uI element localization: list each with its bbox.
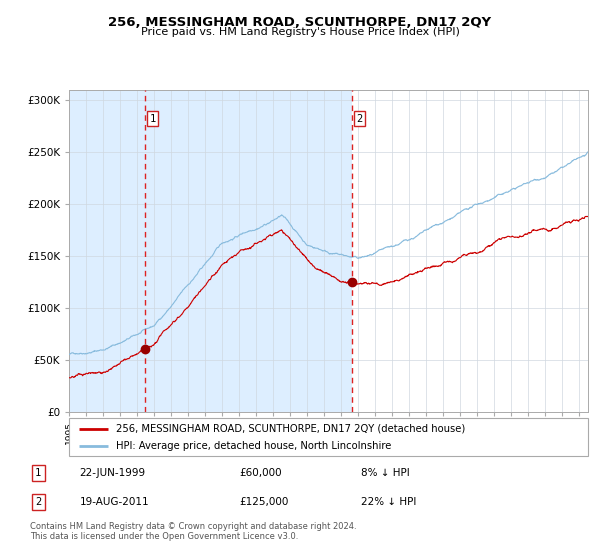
Text: HPI: Average price, detached house, North Lincolnshire: HPI: Average price, detached house, Nort… [116, 441, 391, 451]
Text: 22% ↓ HPI: 22% ↓ HPI [361, 497, 416, 507]
Text: 19-AUG-2011: 19-AUG-2011 [80, 497, 149, 507]
Text: 8% ↓ HPI: 8% ↓ HPI [361, 468, 410, 478]
Text: 2: 2 [356, 114, 362, 124]
Text: 2: 2 [35, 497, 41, 507]
Text: Contains HM Land Registry data © Crown copyright and database right 2024.
This d: Contains HM Land Registry data © Crown c… [30, 522, 356, 542]
Bar [69, 90, 352, 412]
Text: Price paid vs. HM Land Registry's House Price Index (HPI): Price paid vs. HM Land Registry's House … [140, 27, 460, 37]
Text: £125,000: £125,000 [240, 497, 289, 507]
Text: £60,000: £60,000 [240, 468, 283, 478]
Text: 256, MESSINGHAM ROAD, SCUNTHORPE, DN17 2QY (detached house): 256, MESSINGHAM ROAD, SCUNTHORPE, DN17 2… [116, 423, 465, 433]
Text: 1: 1 [149, 114, 155, 124]
Text: 256, MESSINGHAM ROAD, SCUNTHORPE, DN17 2QY: 256, MESSINGHAM ROAD, SCUNTHORPE, DN17 2… [109, 16, 491, 29]
Text: 1: 1 [35, 468, 41, 478]
Text: 22-JUN-1999: 22-JUN-1999 [80, 468, 146, 478]
